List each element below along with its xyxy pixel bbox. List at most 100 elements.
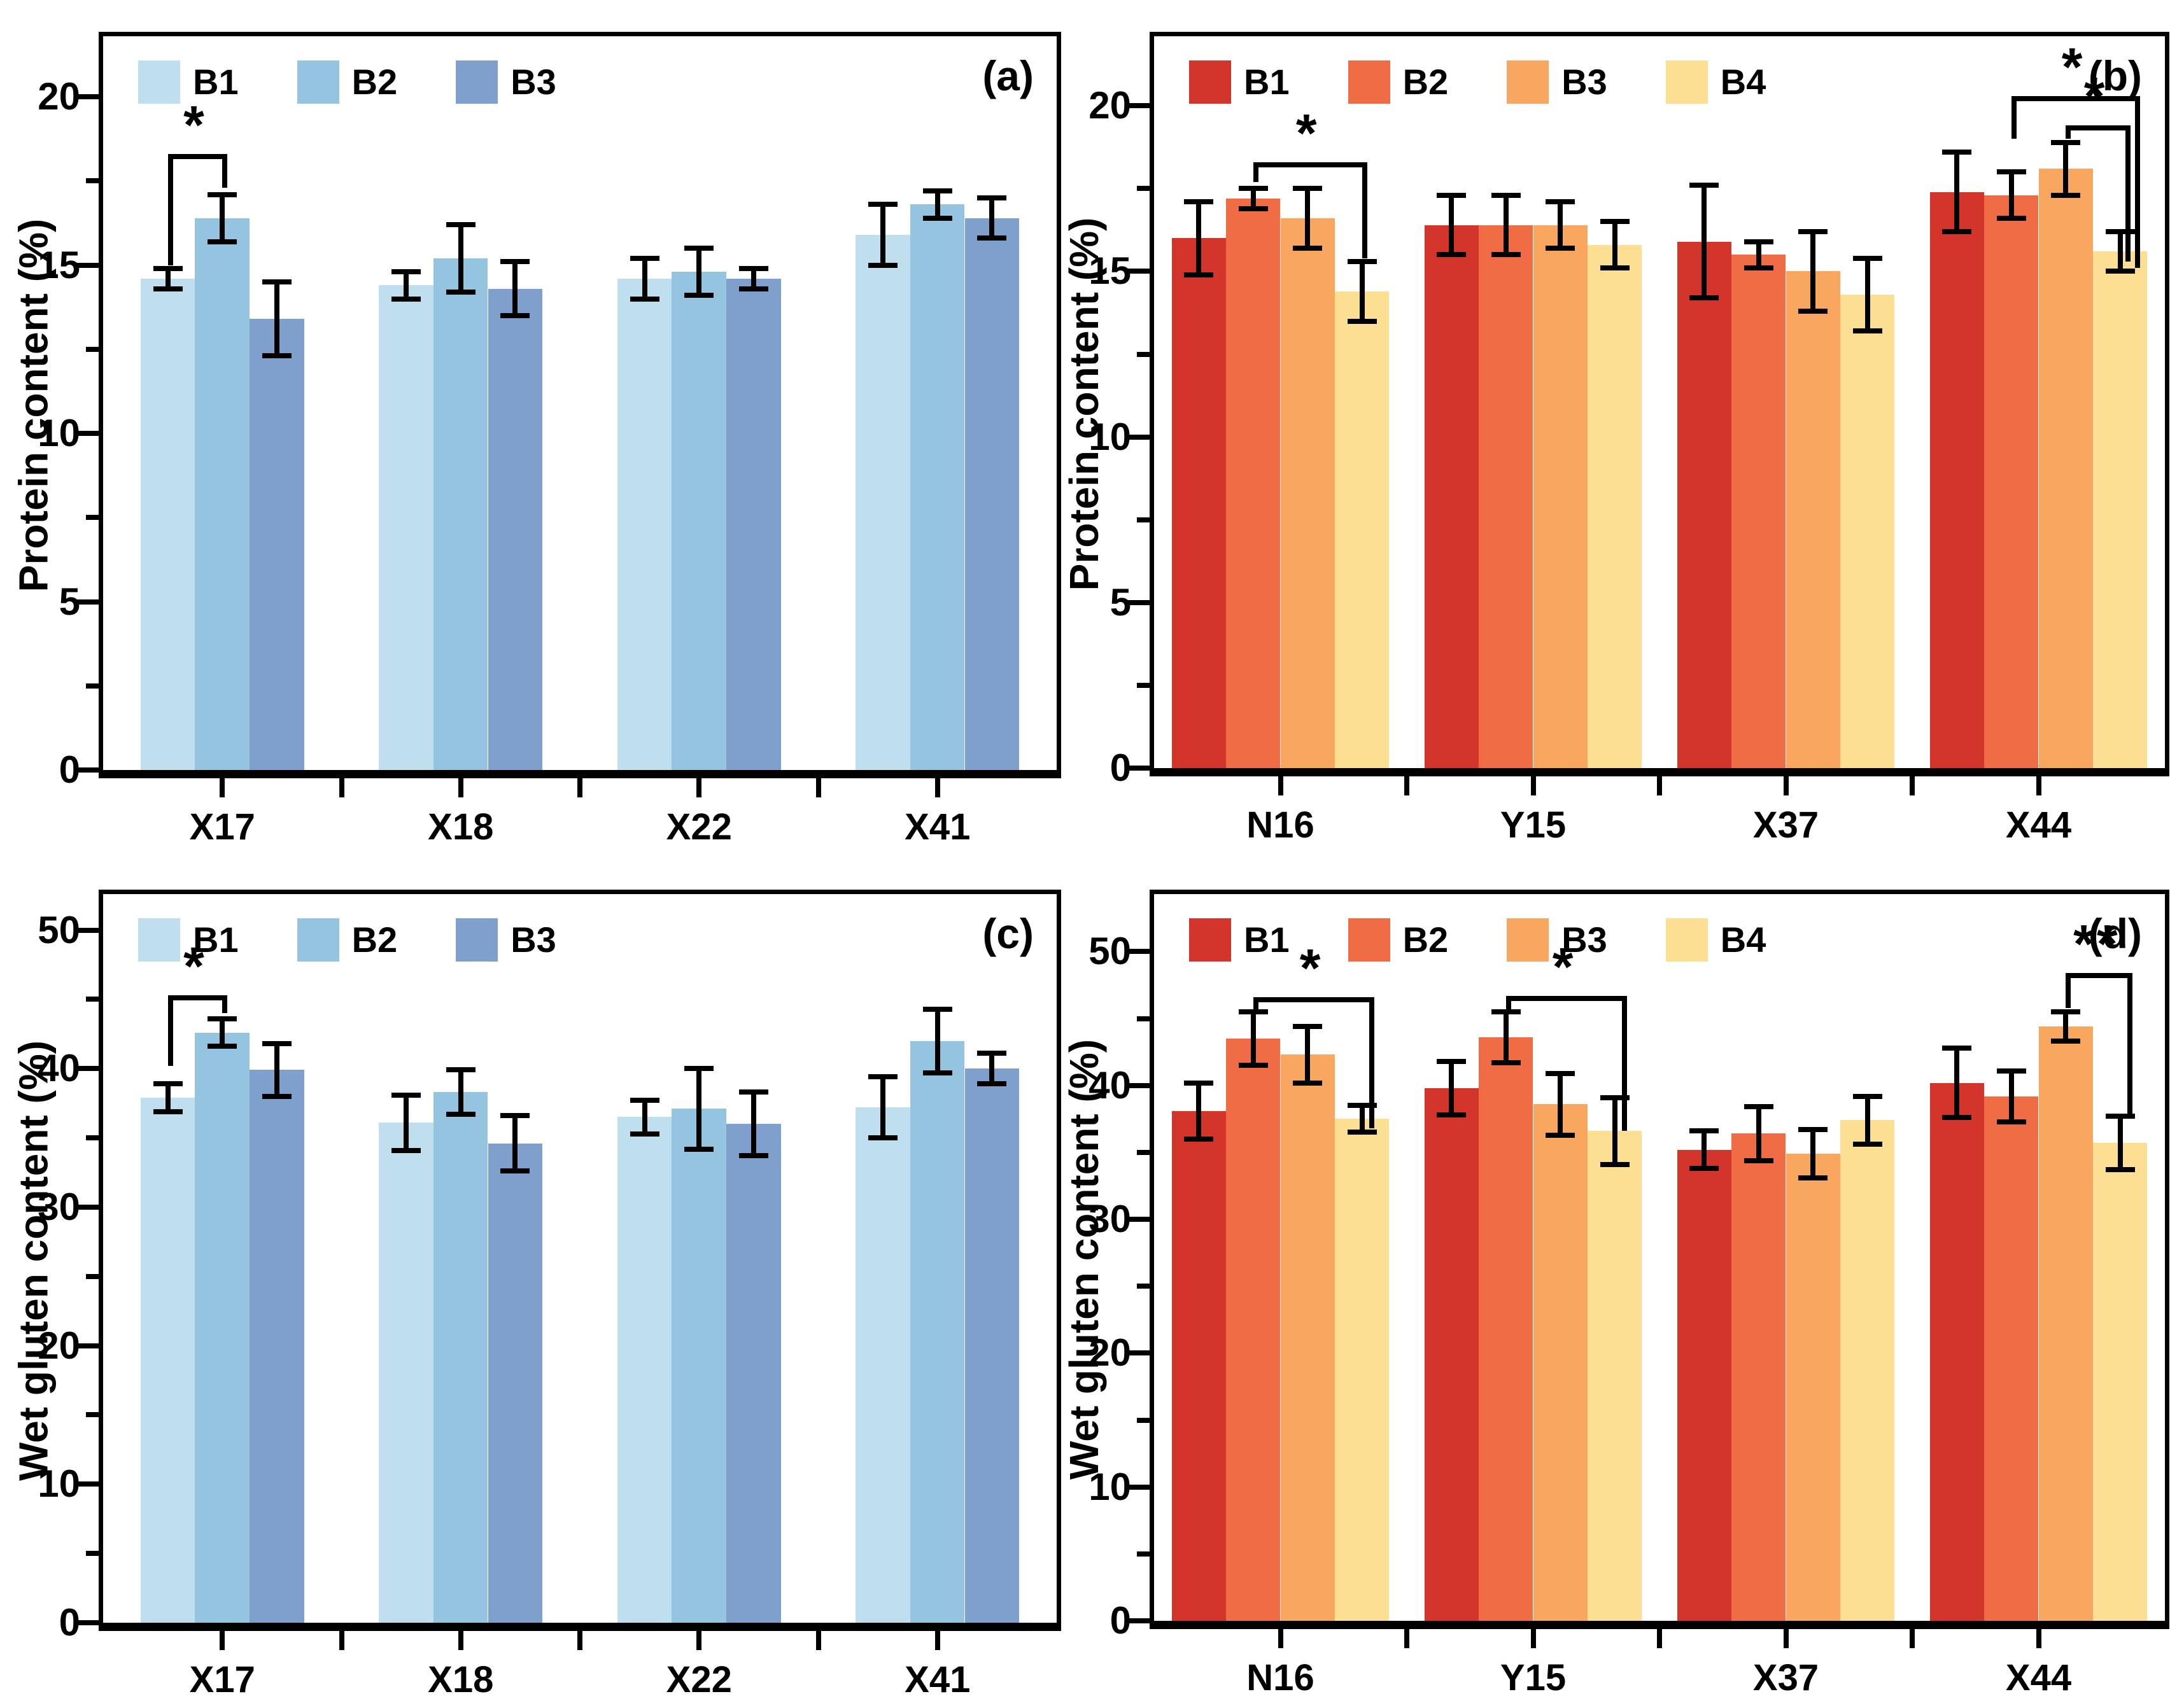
error-bar-cap — [1689, 183, 1719, 188]
legend-swatch-b1 — [1189, 918, 1231, 962]
error-bar — [1305, 1026, 1311, 1083]
error-bar — [1449, 195, 1455, 255]
error-bar-cap — [446, 1112, 476, 1117]
legend-swatch-b1 — [138, 60, 180, 104]
x-tick — [815, 1631, 821, 1650]
error-bar-cap — [868, 202, 898, 207]
y-major-tick — [1128, 434, 1150, 440]
legend-swatch-b4 — [1665, 918, 1708, 962]
bar-b3-y15 — [1533, 225, 1588, 768]
sig-bracket-leg — [1369, 997, 1375, 1129]
sig-bracket-bar — [1253, 162, 1367, 167]
bar-b2-x44 — [1984, 195, 2039, 768]
error-bar — [696, 1068, 702, 1149]
error-bar — [750, 268, 756, 289]
error-bar-cap — [1546, 1070, 1575, 1076]
error-bar — [1954, 152, 1960, 232]
error-bar-cap — [1942, 229, 1972, 234]
bar-b1-x41 — [856, 1107, 910, 1623]
error-bar-cap — [1996, 1119, 2026, 1124]
error-bar-cap — [2105, 1167, 2135, 1173]
legend-label-b2: B2 — [351, 920, 398, 960]
legend-swatch-b2 — [297, 60, 339, 104]
error-bar-cap — [153, 1109, 183, 1114]
error-bar-cap — [868, 1074, 898, 1080]
y-minor-tick — [1137, 1417, 1150, 1423]
error-bar-cap — [1798, 308, 1828, 314]
sig-label: * — [183, 935, 207, 996]
error-bar-cap — [1184, 199, 1214, 205]
error-bar-cap — [1852, 328, 1882, 334]
sig-label: * — [1295, 102, 1320, 163]
x-category-label: X44 — [2005, 1657, 2072, 1698]
legend-swatch-b2 — [1348, 918, 1390, 962]
error-bar-cap — [1437, 1058, 1467, 1064]
sig-label: * — [2083, 66, 2108, 127]
y-tick-label: 40 — [38, 1047, 80, 1090]
x-tick — [1910, 1629, 1915, 1648]
error-bar-cap — [1852, 1142, 1882, 1147]
y-major-tick — [77, 1620, 99, 1625]
legend: B1 B2 B3 B4 — [1189, 60, 1824, 104]
error-bar — [2117, 1116, 2123, 1170]
bar-b2-x17 — [195, 1032, 250, 1623]
error-bar-cap — [1600, 1095, 1630, 1100]
error-bar-cap — [2105, 229, 2135, 234]
error-bar — [512, 1116, 518, 1172]
error-bar-cap — [446, 1067, 476, 1073]
error-bar-cap — [1347, 1130, 1377, 1135]
error-bar-cap — [500, 312, 530, 318]
error-bar-cap — [1600, 1161, 1630, 1167]
x-category-label: X18 — [428, 1659, 494, 1700]
error-bar — [1810, 232, 1816, 311]
bar-b3-x17 — [250, 1070, 304, 1623]
error-bar — [1250, 1012, 1256, 1066]
y-major-tick — [1128, 1082, 1150, 1088]
x-category-label: Y15 — [1500, 804, 1567, 846]
sig-label: * — [2061, 36, 2085, 97]
sig-bracket-leg — [2135, 95, 2141, 269]
y-minor-tick — [86, 515, 99, 521]
bar-b1-n16 — [1171, 238, 1227, 768]
x-tick — [458, 778, 463, 797]
error-bar — [989, 1053, 995, 1084]
error-bar — [2008, 172, 2014, 219]
error-bar-cap — [977, 195, 1007, 200]
y-minor-tick — [1137, 186, 1150, 192]
sig-bracket-bar — [1505, 995, 1628, 1001]
bar-b3-x17 — [250, 319, 304, 770]
error-bar-cap — [1744, 1158, 1773, 1163]
y-tick-label: 5 — [1110, 580, 1131, 624]
x-tick — [934, 1631, 940, 1650]
error-bar-cap — [1689, 1166, 1719, 1172]
error-bar-cap — [208, 1044, 237, 1049]
y-minor-tick — [1137, 1551, 1150, 1557]
sig-label: * — [1552, 936, 1576, 997]
x-tick — [1657, 776, 1662, 795]
y-tick-label: 50 — [38, 908, 80, 951]
legend-label-b2: B2 — [1402, 62, 1449, 102]
error-bar-cap — [630, 256, 659, 262]
legend-swatch-b2 — [297, 918, 339, 962]
error-bar — [880, 1077, 886, 1138]
y-major-tick — [77, 1204, 99, 1210]
error-bar-cap — [1942, 150, 1972, 155]
error-bar-cap — [500, 1168, 530, 1174]
y-tick-label: 15 — [1088, 249, 1131, 293]
error-bar — [1756, 241, 1761, 269]
y-minor-tick — [86, 997, 99, 1002]
x-tick — [2036, 1629, 2041, 1648]
error-bar-cap — [500, 259, 530, 265]
x-category-label: N16 — [1246, 1657, 1314, 1698]
bar-b3-x44 — [2038, 1026, 2093, 1621]
error-bar-cap — [500, 1113, 530, 1119]
y-major-tick — [77, 94, 99, 100]
bar-b2-x41 — [910, 1040, 965, 1623]
bar-b2-y15 — [1479, 1037, 1533, 1621]
error-bar-cap — [1293, 1024, 1323, 1030]
error-bar — [1558, 1073, 1563, 1135]
legend: B1 B2 B3 — [138, 918, 615, 962]
y-minor-tick — [1137, 1016, 1150, 1021]
x-tick — [2036, 776, 2041, 795]
